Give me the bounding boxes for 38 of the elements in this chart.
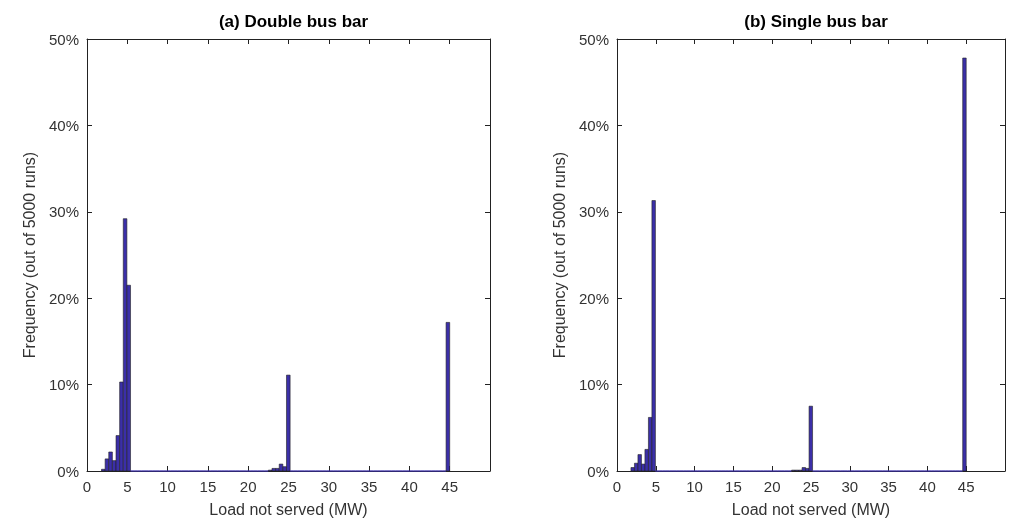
x-tick-label: 25 bbox=[280, 478, 297, 495]
x-tick-label: 15 bbox=[725, 478, 742, 495]
x-tick-label: 35 bbox=[360, 478, 378, 495]
x-axis-title: Load not served (MW) bbox=[209, 500, 368, 518]
x-tick-label: 35 bbox=[880, 478, 897, 495]
y-tick-label: 50% bbox=[578, 30, 609, 48]
x-tick-label: 10 bbox=[159, 478, 176, 495]
x-tick-label: 30 bbox=[841, 478, 859, 495]
x-tick-label: 20 bbox=[763, 478, 781, 495]
x-tick-label: 0 bbox=[612, 478, 622, 495]
x-tick-label: 0 bbox=[82, 478, 92, 495]
x-tick-label: 40 bbox=[919, 478, 936, 495]
x-tick-label: 45 bbox=[441, 478, 459, 495]
chart-title: (a) Double bus bar bbox=[218, 12, 369, 31]
y-tick-label: 50% bbox=[48, 30, 79, 48]
y-axis-title: Frequency (out of 5000 runs) bbox=[20, 151, 38, 359]
chart-title: (b) Single bus bar bbox=[744, 12, 889, 31]
x-axis-title: Load not served (MW) bbox=[731, 500, 891, 518]
x-tick-label: 25 bbox=[802, 478, 820, 495]
x-tick-label: 30 bbox=[320, 478, 338, 495]
y-tick-label: 20% bbox=[48, 289, 79, 307]
x-tick-label: 20 bbox=[239, 478, 257, 495]
x-tick-label: 15 bbox=[199, 478, 217, 495]
x-tick-label: 5 bbox=[651, 478, 660, 495]
y-tick-label: 40% bbox=[48, 116, 79, 134]
x-tick-label: 10 bbox=[686, 478, 703, 495]
y-tick-label: 30% bbox=[48, 203, 79, 221]
x-tick-label: 45 bbox=[957, 478, 975, 495]
y-tick-label: 40% bbox=[578, 116, 609, 134]
y-axis-title: Frequency (out of 5000 runs) bbox=[550, 151, 568, 359]
y-tick-label: 0% bbox=[57, 462, 79, 480]
y-tick-label: 10% bbox=[578, 376, 609, 394]
x-tick-label: 40 bbox=[401, 478, 418, 495]
x-tick-label: 5 bbox=[123, 478, 132, 495]
y-tick-label: 10% bbox=[48, 376, 79, 394]
y-tick-label: 30% bbox=[578, 203, 609, 221]
y-tick-label: 20% bbox=[578, 289, 609, 307]
y-tick-label: 0% bbox=[587, 462, 609, 480]
